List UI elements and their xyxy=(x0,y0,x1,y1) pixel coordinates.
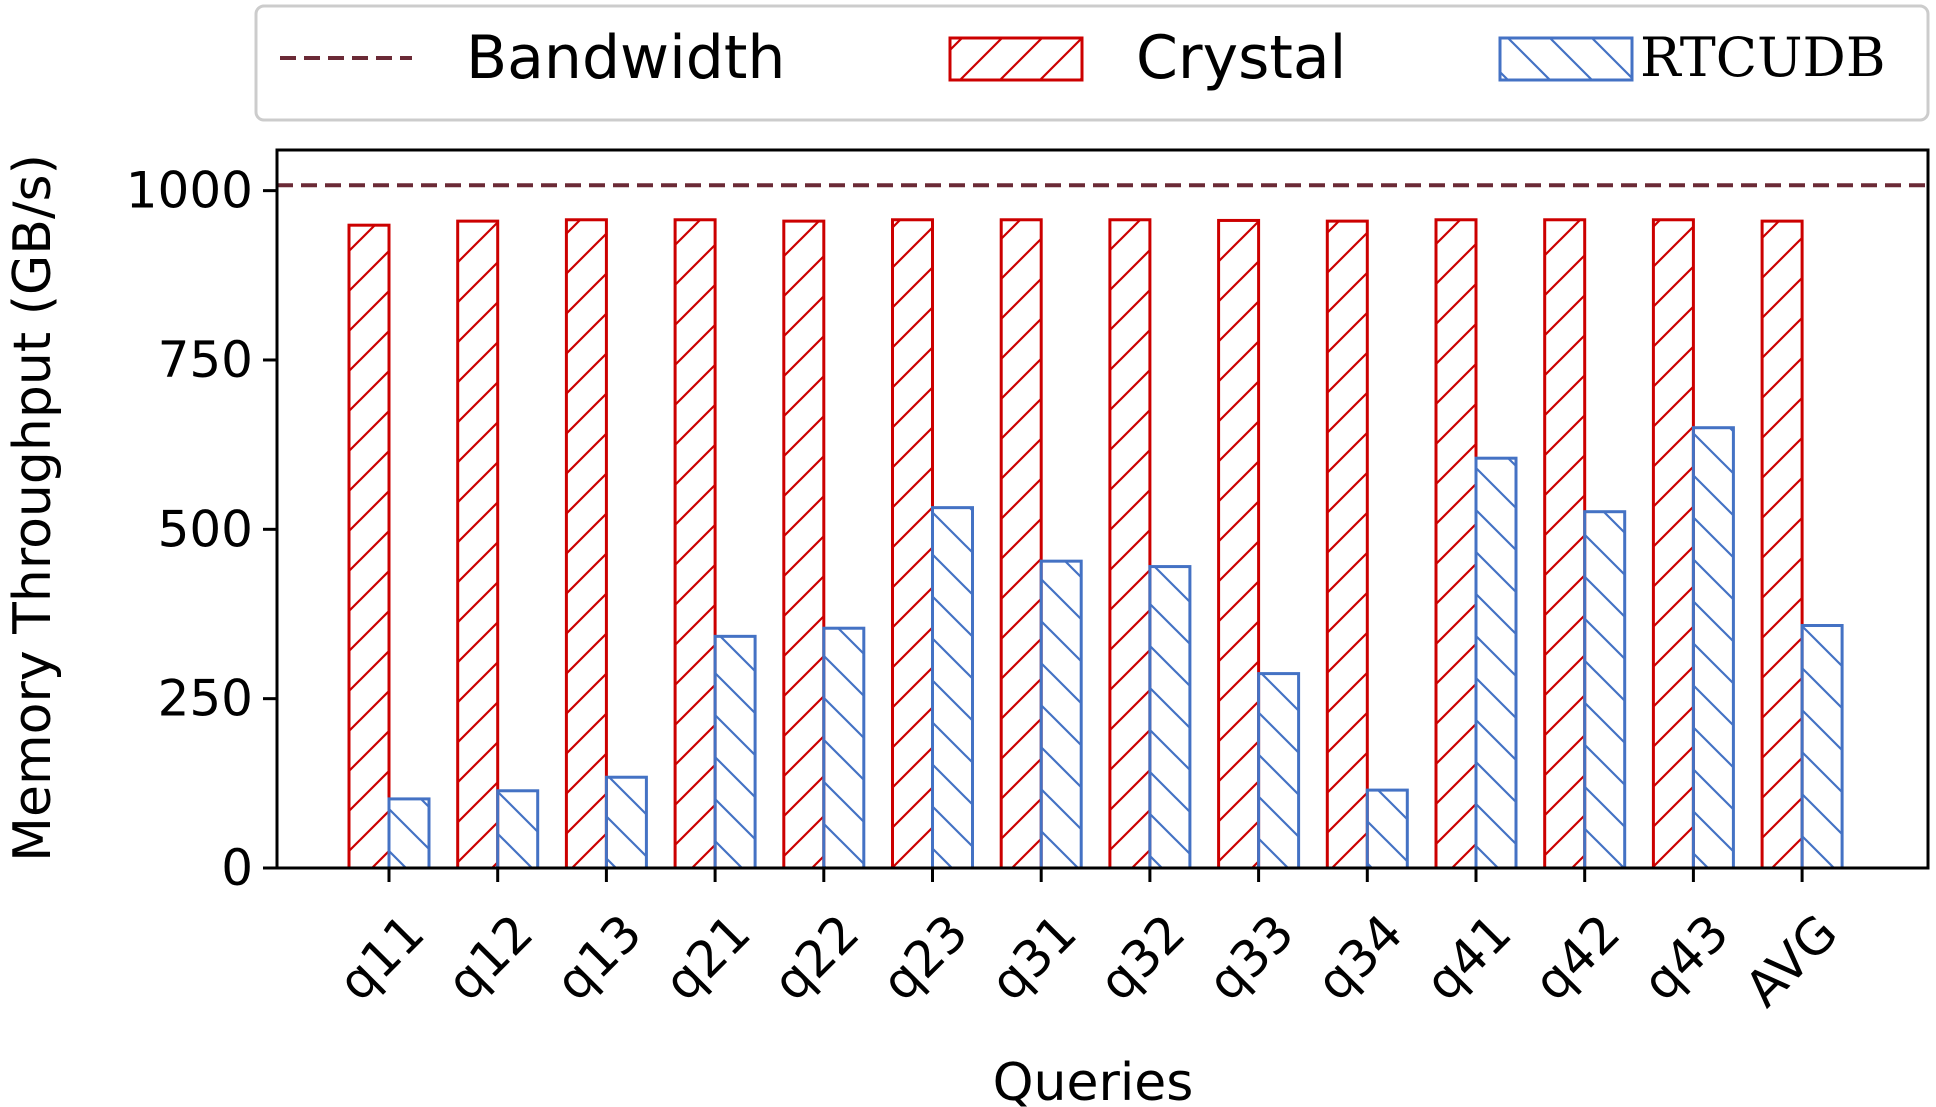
bar-crystal-q31 xyxy=(999,218,1043,870)
x-tick-label-q42: q42 xyxy=(1523,903,1631,1011)
x-tick-label-q21: q21 xyxy=(653,903,761,1011)
y-tick-label-750: 750 xyxy=(158,331,253,389)
bar-rtcudb-q41 xyxy=(1474,456,1518,870)
bar-crystal-q33 xyxy=(1217,218,1261,870)
bar-rtcudb-q31 xyxy=(1039,559,1083,870)
bar-crystal-avg xyxy=(1760,219,1804,870)
legend-label-rtcudb: RTCUDB xyxy=(1640,26,1886,89)
x-tick-label-q23: q23 xyxy=(871,903,979,1011)
y-tick-label-250: 250 xyxy=(158,670,253,728)
x-tick-label-q13: q13 xyxy=(544,903,652,1011)
bar-crystal-q12 xyxy=(456,219,500,870)
x-tick-label-q34: q34 xyxy=(1305,903,1413,1011)
bar-crystal-q42 xyxy=(1543,218,1587,870)
x-tick-label-q22: q22 xyxy=(762,903,870,1011)
bar-crystal-q34 xyxy=(1325,219,1369,870)
bar-rtcudb-q11 xyxy=(387,797,431,870)
x-tick-label-q43: q43 xyxy=(1631,903,1739,1011)
x-axis-title: Queries xyxy=(993,1053,1194,1107)
bar-rtcudb-q23 xyxy=(931,506,974,870)
bar-crystal-q41 xyxy=(1434,218,1478,870)
x-tick-label-avg: AVG xyxy=(1734,903,1849,1018)
bar-crystal-q23 xyxy=(891,218,934,870)
legend-box xyxy=(254,4,1930,122)
bar-crystal-q43 xyxy=(1651,218,1695,870)
bar-crystal-q21 xyxy=(673,218,717,870)
legend-label-crystal: Crystal xyxy=(1136,23,1346,93)
x-tick-label-q41: q41 xyxy=(1414,903,1522,1011)
legend: Bandwidth Crystal RTCUDB xyxy=(254,4,1930,122)
bar-crystal-q13 xyxy=(564,218,608,870)
bar-rtcudb-q33 xyxy=(1257,672,1301,870)
plot-frame xyxy=(275,148,1930,870)
bar-crystal-q11 xyxy=(347,223,391,870)
bar-rtcudb-q34 xyxy=(1365,788,1409,870)
y-tick-label-500: 500 xyxy=(158,500,253,558)
bar-rtcudb-q32 xyxy=(1148,565,1192,870)
y-axis-title: Memory Throughput (GB/s) xyxy=(3,154,63,862)
bar-rtcudb-q13 xyxy=(604,775,648,870)
bar-rtcudb-avg xyxy=(1800,624,1844,870)
x-tick-label-q31: q31 xyxy=(979,903,1087,1011)
bar-rtcudb-q22 xyxy=(822,626,866,870)
legend-swatch-crystal xyxy=(948,36,1084,82)
bar-rtcudb-q42 xyxy=(1583,510,1627,870)
legend-swatch-rtcudb xyxy=(1498,36,1634,82)
legend-label-bandwidth: Bandwidth xyxy=(466,23,785,93)
x-axis: q11 q12 q13 q21 q22 q23 q31 q32 q33 q34 q41 q42 q43A… xyxy=(327,868,1849,1018)
y-tick-label-1000: 1000 xyxy=(126,162,253,220)
x-tick-label-q32: q32 xyxy=(1088,903,1196,1011)
bar-rtcudb-q12 xyxy=(496,789,540,870)
bar-rtcudb-q21 xyxy=(713,634,757,870)
bar-crystal-q22 xyxy=(782,219,826,870)
x-tick-label-q12: q12 xyxy=(436,903,544,1011)
x-tick-label-q33: q33 xyxy=(1197,903,1305,1011)
bar-crystal-q32 xyxy=(1108,218,1152,870)
y-tick-label-0: 0 xyxy=(221,839,253,897)
y-axis: 0 250 500 750 1000 xyxy=(126,162,277,897)
bar-rtcudb-q43 xyxy=(1691,426,1735,870)
x-tick-label-q11: q11 xyxy=(327,903,435,1011)
